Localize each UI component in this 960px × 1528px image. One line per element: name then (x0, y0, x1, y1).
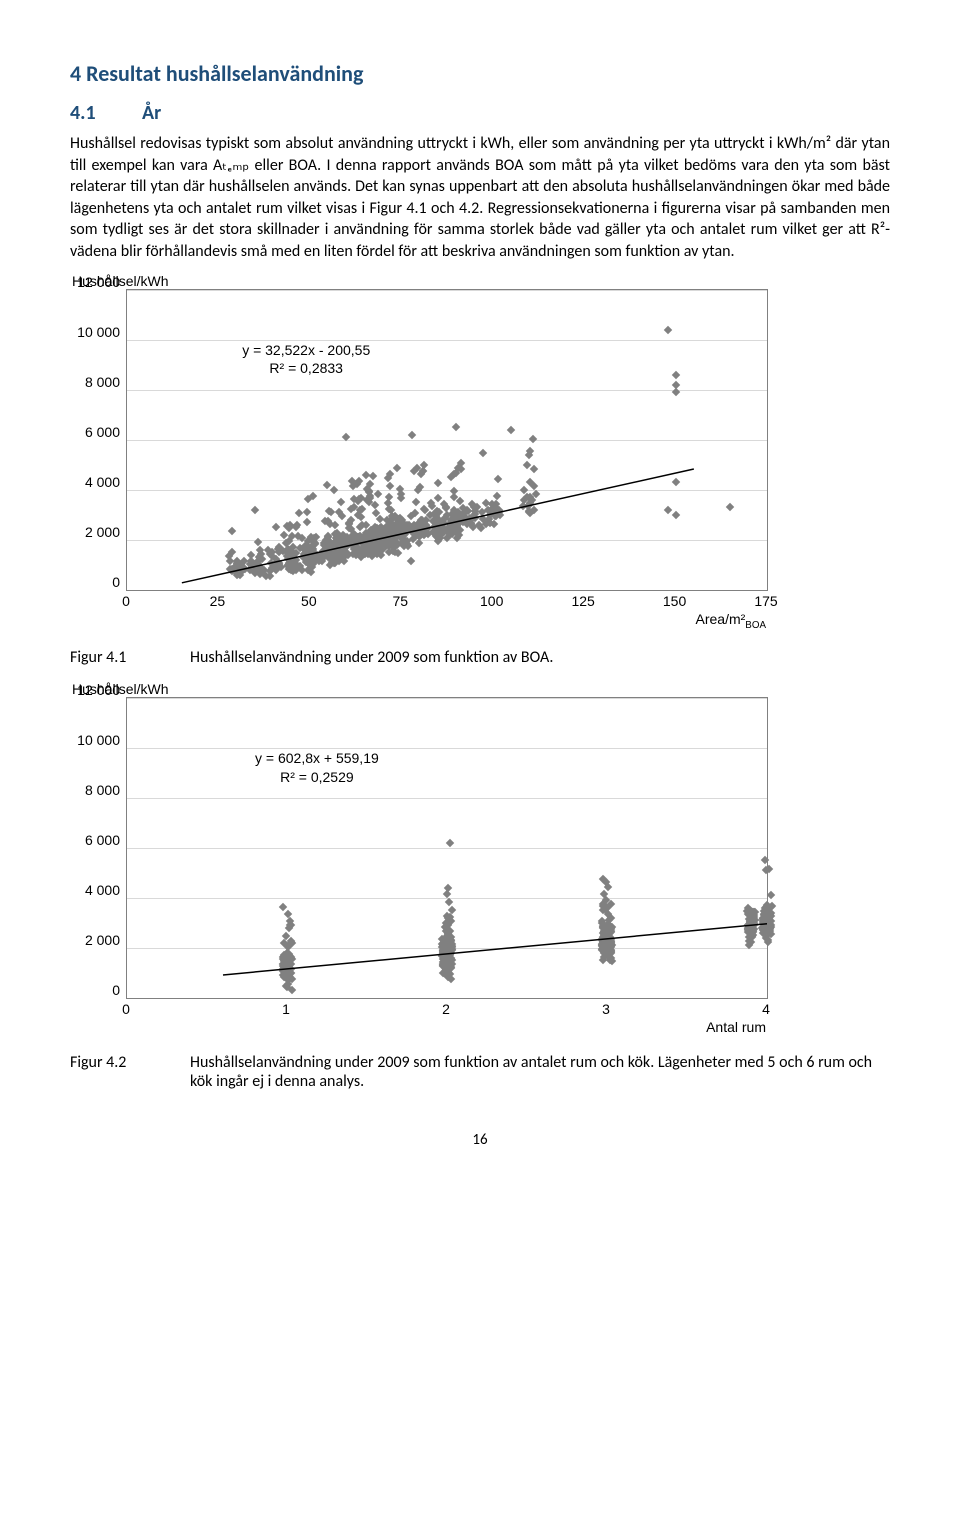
subsection-number: 4.1 (70, 101, 142, 125)
figure-4-2-caption: Figur 4.2 Hushållselanvändning under 200… (70, 1053, 890, 1091)
chart2-y-axis: 12 00010 0008 0006 0004 0002 0000 (70, 697, 126, 997)
subsection-heading: 4.1År (70, 101, 890, 125)
page-number: 16 (70, 1131, 890, 1149)
chart1-regression-equation: y = 32,522x - 200,55 R² = 0,2833 (242, 341, 370, 377)
body-paragraph: Hushållsel redovisas typiskt som absolut… (70, 133, 890, 263)
figure-4-1-caption: Figur 4.1 Hushållselanvändning under 200… (70, 648, 890, 667)
chart2-regression-equation: y = 602,8x + 559,19 R² = 0,2529 (255, 749, 379, 785)
figure-4-1: Hushållsel/kWh 12 00010 0008 0006 0004 0… (70, 273, 890, 631)
figure-4-2: Hushållsel/kWh 12 00010 0008 0006 0004 0… (70, 681, 890, 1035)
section-heading: 4 Resultat hushållselanvändning (70, 60, 890, 87)
chart2-eq-line1: y = 602,8x + 559,19 (255, 749, 379, 767)
chart1-y-title: Hushållsel/kWh (72, 273, 890, 289)
chart1-eq-line1: y = 32,522x - 200,55 (242, 341, 370, 359)
chart2-x-axis: 01234 (126, 999, 766, 1019)
figure-4-2-label: Figur 4.2 (70, 1053, 190, 1091)
figure-4-2-text: Hushållselanvändning under 2009 som funk… (190, 1053, 890, 1091)
chart1-y-axis: 12 00010 0008 0006 0004 0002 0000 (70, 289, 126, 589)
chart2-y-title: Hushållsel/kWh (72, 681, 890, 697)
chart2-eq-line2: R² = 0,2529 (255, 768, 379, 786)
figure-4-1-text: Hushållselanvändning under 2009 som funk… (190, 648, 890, 667)
chart1-plot-area: y = 32,522x - 200,55 R² = 0,2833 (126, 289, 768, 591)
chart2-x-title: Antal rum (126, 1019, 766, 1035)
chart1-eq-line2: R² = 0,2833 (242, 359, 370, 377)
subsection-title: År (142, 101, 161, 125)
figure-4-1-label: Figur 4.1 (70, 648, 190, 667)
chart2-plot-area: y = 602,8x + 559,19 R² = 0,2529 (126, 697, 768, 999)
chart1-x-title: Area/m²BOA (126, 611, 766, 631)
chart1-x-axis: 0255075100125150175 (126, 591, 766, 611)
